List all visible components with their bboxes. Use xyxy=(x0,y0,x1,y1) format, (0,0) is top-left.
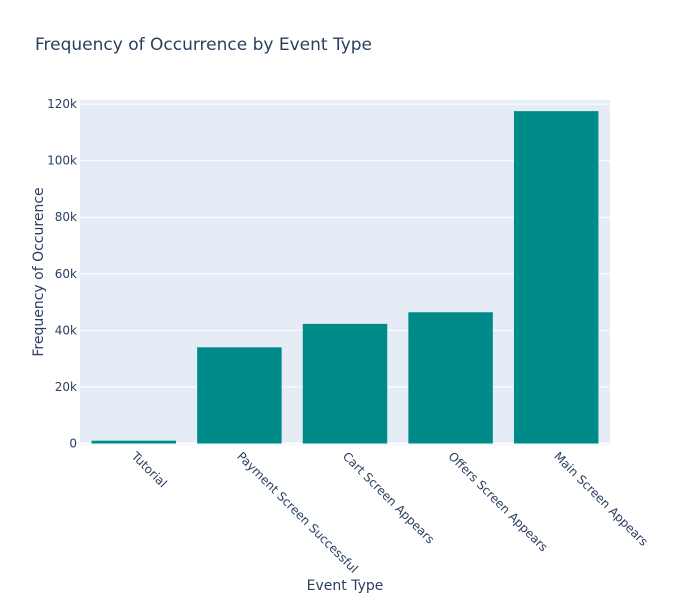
y-tick-label: 0 xyxy=(69,437,77,451)
y-tick-labels: 0 20k 40k 60k 80k 100k 120k xyxy=(47,97,77,450)
y-tick-label: 20k xyxy=(55,380,77,394)
bar[interactable] xyxy=(302,323,388,444)
y-axis-title: Frequency of Occurence xyxy=(31,187,47,356)
x-tick-label: Tutorial xyxy=(128,449,170,491)
y-tick-label: 80k xyxy=(55,210,77,224)
bar[interactable] xyxy=(513,111,599,444)
x-tick-label: Offers Screen Appears xyxy=(445,449,550,554)
y-tick-label: 100k xyxy=(47,154,77,168)
x-tick-label: Payment Screen Successful xyxy=(234,449,360,575)
x-tick-label: Main Screen Appears xyxy=(551,449,651,549)
y-tick-label: 60k xyxy=(55,267,77,281)
bar[interactable] xyxy=(197,347,282,444)
bar[interactable] xyxy=(408,312,493,444)
bars xyxy=(91,111,599,444)
x-axis-title: Event Type xyxy=(307,578,384,594)
chart-title: Frequency of Occurrence by Event Type xyxy=(35,35,372,55)
x-tick-label: Cart Screen Appears xyxy=(340,449,437,546)
bar[interactable] xyxy=(91,440,177,444)
y-tick-label: 40k xyxy=(55,323,77,337)
y-tick-label: 120k xyxy=(47,97,77,111)
